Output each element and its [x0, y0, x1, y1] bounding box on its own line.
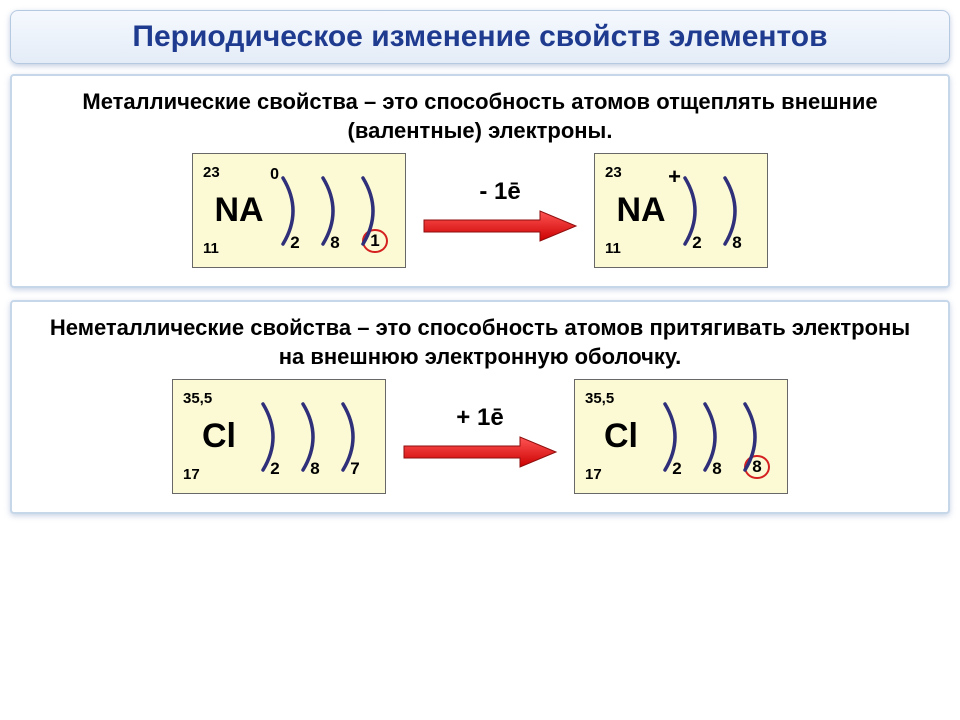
nonmetallic-section: Неметаллические свойства – это способнос… — [10, 300, 950, 514]
shell: 8 — [717, 162, 757, 253]
arrow-block: - 1ē — [420, 178, 580, 244]
electron-shells: 28 — [677, 162, 757, 259]
arrow-icon — [400, 434, 560, 470]
shell-arc-icon — [723, 174, 751, 248]
shell-arc-icon — [663, 400, 691, 474]
arrow-block: + 1ē — [400, 404, 560, 470]
shell-arc-icon — [341, 400, 369, 474]
na-atom-cation: 23 11 NA + 28 — [594, 153, 768, 268]
electron-shells: 288 — [657, 388, 777, 485]
atomic-number: 11 — [203, 240, 219, 257]
mass-number: 35,5 — [585, 390, 614, 407]
mass-number: 35,5 — [183, 390, 212, 407]
shell: 2 — [677, 162, 717, 253]
atom-label-block: 23 11 NA + — [605, 162, 677, 259]
shell-arc-icon — [703, 400, 731, 474]
atomic-number: 17 — [585, 466, 602, 483]
cl-atom-anion: 35,5 17 Cl 288 — [574, 379, 788, 494]
shell: 8 — [295, 388, 335, 479]
electron-shells: 281 — [275, 162, 395, 259]
metallic-section: Металлические свойства – это способность… — [10, 74, 950, 288]
atomic-number: 17 — [183, 466, 200, 483]
element-symbol: NA — [214, 191, 263, 230]
atom-label-block: 35,5 17 Cl — [585, 388, 657, 485]
arrow-label: - 1ē — [479, 178, 520, 206]
metallic-reaction: 23 11 NA 0 281 - 1ē 23 11 NA — [42, 153, 918, 268]
nonmetallic-reaction: 35,5 17 Cl 287 + 1ē 35,5 17 — [42, 379, 918, 494]
atomic-number: 11 — [605, 240, 621, 257]
na-atom-neutral: 23 11 NA 0 281 — [192, 153, 406, 268]
mass-number: 23 — [203, 164, 220, 181]
page-title: Периодическое изменение свойств элементо… — [31, 19, 929, 55]
mass-number: 23 — [605, 164, 622, 181]
title-panel: Периодическое изменение свойств элементо… — [10, 10, 950, 64]
element-symbol: NA — [616, 191, 665, 230]
shell: 2 — [255, 388, 295, 479]
shell-arc-icon — [301, 400, 329, 474]
shell: 2 — [275, 162, 315, 253]
atom-label-block: 23 11 NA 0 — [203, 162, 275, 259]
arrow-label: + 1ē — [456, 404, 503, 432]
shell-arc-icon — [683, 174, 711, 248]
shell-arc-icon — [321, 174, 349, 248]
shell: 8 — [697, 388, 737, 479]
shell: 8 — [315, 162, 355, 253]
shell-arc-icon — [261, 400, 289, 474]
shell: 7 — [335, 388, 375, 479]
element-symbol: Cl — [604, 417, 638, 456]
element-symbol: Cl — [202, 417, 236, 456]
shell: 8 — [737, 388, 777, 479]
metallic-description: Металлические свойства – это способность… — [42, 88, 918, 145]
shell: 2 — [657, 388, 697, 479]
atom-label-block: 35,5 17 Cl — [183, 388, 255, 485]
nonmetallic-description: Неметаллические свойства – это способнос… — [42, 314, 918, 371]
shell-arc-icon — [361, 174, 389, 248]
electron-shells: 287 — [255, 388, 375, 485]
shell: 1 — [355, 162, 395, 253]
arrow-icon — [420, 208, 580, 244]
cl-atom-neutral: 35,5 17 Cl 287 — [172, 379, 386, 494]
shell-arc-icon — [743, 400, 771, 474]
shell-arc-icon — [281, 174, 309, 248]
